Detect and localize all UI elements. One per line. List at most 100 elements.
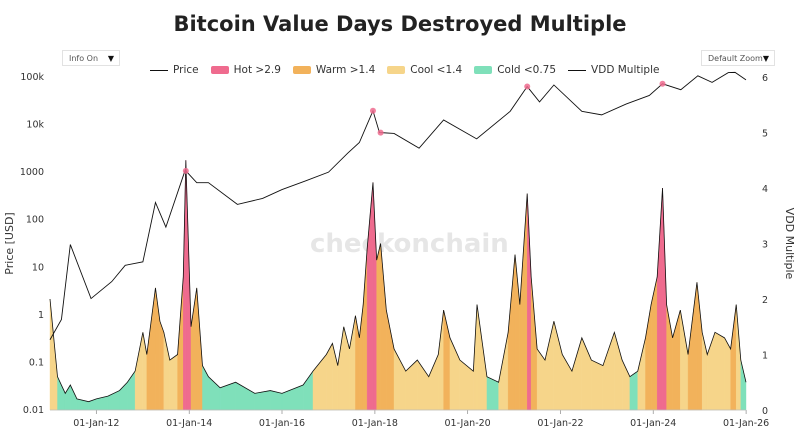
y-left-tick-label: 10 (32, 262, 44, 273)
y-left-axis-title: Price [USD] (3, 212, 16, 274)
vdd-area-segment (591, 359, 604, 411)
y-left-tick-label: 100 (26, 215, 44, 226)
x-tick-label: 01-Jan-12 (73, 418, 119, 429)
legend-marker-hot (210, 66, 229, 74)
vdd-area-segment (459, 359, 474, 411)
x-tick-label: 01-Jan-14 (166, 418, 212, 429)
x-tick-label: 01-Jan-22 (537, 418, 583, 429)
vdd-area-segment (417, 359, 429, 411)
dropdown-arrow-icon: ▼ (762, 54, 769, 63)
vdd-area-segment (629, 370, 638, 411)
vdd-area-segment (553, 321, 563, 411)
vdd-area-segment (614, 332, 623, 411)
price-hot-marker (524, 83, 531, 90)
info-toggle-dropdown[interactable]: Info On ▼ (62, 50, 120, 66)
price-hot-marker (377, 129, 384, 136)
legend-label-price: Price (173, 64, 199, 76)
chart-title: Bitcoin Value Days Destroyed Multiple (173, 12, 627, 36)
x-tick-label: 01-Jan-24 (630, 418, 676, 429)
vdd-area-segment (602, 332, 615, 411)
y-right-tick-label: 5 (762, 129, 768, 140)
zoom-label: Default Zoom (708, 54, 763, 63)
legend-label-vdd: VDD Multiple (591, 64, 660, 76)
chart-legend: Price Hot >2.9 Warm >1.4 Cool <1.4 Cold <0.7… (150, 62, 671, 78)
price-hot-marker (659, 80, 666, 87)
vdd-area-segment (571, 337, 583, 411)
vdd-area-segment (680, 310, 689, 411)
y-left-tick-label: 1000 (20, 167, 44, 178)
x-tick-label: 01-Jan-16 (259, 418, 305, 429)
vdd-area-segment (530, 276, 538, 411)
legend-item-cool[interactable]: Cool <1.4 (387, 64, 462, 76)
y-left-tick-label: 0.01 (23, 405, 44, 416)
y-left-tick-label: 10k (26, 120, 44, 131)
zoom-dropdown[interactable]: Default Zoom ▼ (701, 50, 775, 66)
legend-marker-cold (474, 66, 493, 74)
y-left-tick-label: 100k (20, 72, 44, 83)
vdd-area-segment (163, 332, 171, 411)
vdd-area-segment (169, 354, 178, 411)
vdd-multiple-line (49, 160, 747, 403)
vdd-area-segment (202, 365, 209, 411)
vdd-area-segment (724, 337, 731, 411)
vdd-area-segment (337, 326, 344, 411)
y-right-tick-label: 1 (762, 351, 768, 362)
vdd-area-segment (380, 243, 387, 411)
vdd-area-segment (208, 376, 221, 411)
y-right-tick-label: 2 (762, 295, 768, 306)
vdd-area-segment (134, 332, 144, 411)
vdd-area-segment (476, 304, 488, 411)
vdd-area-segment (270, 390, 283, 411)
legend-label-cold: Cold <0.75 (497, 64, 557, 76)
legend-marker-price (150, 69, 168, 71)
legend-label-cool: Cool <1.4 (410, 64, 463, 76)
y-left-tick-label: 1 (38, 310, 44, 321)
vdd-area-segment (428, 354, 439, 411)
vdd-area-segment (527, 193, 532, 411)
x-tick-label: 01-Jan-26 (723, 418, 769, 429)
legend-item-hot[interactable]: Hot >2.9 (210, 64, 281, 76)
vdd-area-segment (405, 359, 418, 411)
y-right-tick-label: 0 (762, 406, 768, 417)
vdd-area-segment (219, 381, 236, 411)
vdd-area-segment (254, 390, 271, 411)
vdd-area-segment (159, 321, 165, 411)
legend-item-price[interactable]: Price (150, 64, 199, 76)
legend-item-vdd[interactable]: VDD Multiple (568, 64, 659, 76)
legend-item-warm[interactable]: Warm >1.4 (292, 64, 376, 76)
price-hot-marker (182, 167, 189, 174)
y-left-tick-label: 0.1 (29, 357, 44, 368)
vdd-area-segment (637, 337, 646, 411)
vdd-area-segment (650, 276, 658, 411)
vdd-area-segment (355, 315, 360, 411)
vdd-area-segment (386, 310, 395, 411)
vdd-area-segment (146, 287, 156, 411)
y-right-axis-title: VDD Multiple (783, 208, 796, 280)
legend-label-hot: Hot >2.9 (233, 64, 281, 76)
vdd-area-segment (507, 254, 516, 411)
vdd-area-segment (183, 160, 187, 411)
vdd-area-segment (235, 381, 256, 411)
legend-label-warm: Warm >1.4 (315, 64, 376, 76)
price-hot-marker (369, 107, 376, 114)
vdd-area-segment (438, 310, 444, 411)
vdd-area-segment (57, 376, 66, 411)
vdd-area-segment (349, 315, 356, 411)
vdd-area-segment (519, 193, 528, 411)
vdd-area-segment (714, 331, 725, 411)
x-tick-label: 01-Jan-18 (352, 418, 398, 429)
x-tick-label: 01-Jan-20 (445, 418, 491, 429)
info-toggle-label: Info On (69, 54, 99, 63)
vdd-area-segment (376, 243, 381, 411)
vdd-area-segment (656, 187, 663, 411)
legend-marker-cool (387, 66, 406, 74)
price-line (49, 71, 747, 340)
legend-item-cold[interactable]: Cold <0.75 (474, 64, 556, 76)
y-right-tick-label: 6 (762, 73, 768, 84)
legend-marker-vdd (568, 69, 587, 71)
vdd-area-segment (696, 282, 703, 411)
vdd-area-segment (662, 187, 667, 411)
vdd-area-segment (736, 304, 741, 411)
y-right-tick-label: 3 (762, 240, 768, 251)
